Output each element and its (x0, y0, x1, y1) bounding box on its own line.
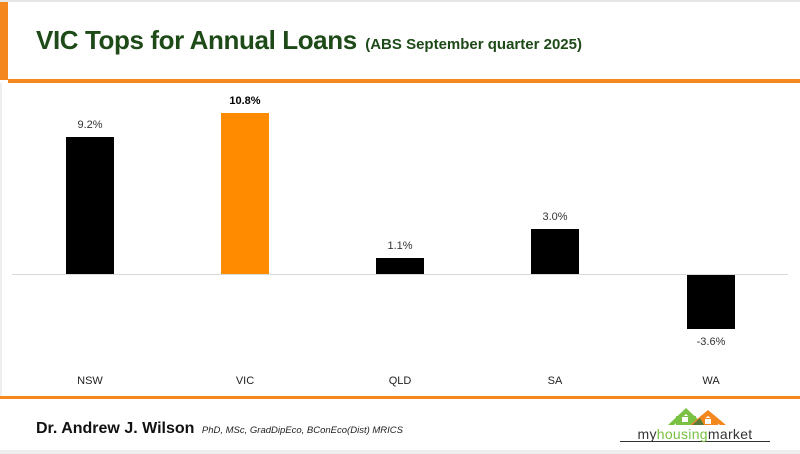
category-label-qld: QLD (388, 375, 412, 387)
category-label-wa: WA (702, 375, 720, 387)
top-border (0, 0, 800, 2)
myhousingmarket-logo: myhousingmarket (620, 402, 770, 446)
logo-text-market: market (707, 426, 753, 442)
value-label-wa: -3.6% (696, 335, 726, 348)
bottom-border (0, 450, 800, 454)
page-title: VIC Tops for Annual Loans (ABS September… (36, 25, 582, 56)
house-roof-icon (668, 408, 726, 425)
zero-axis-line (12, 274, 788, 275)
logo-text-my: my (637, 426, 657, 442)
left-border (0, 83, 2, 396)
logo-wordmark: myhousingmarket (620, 427, 770, 442)
value-label-qld: 1.1% (387, 239, 413, 252)
title-accent-bar (0, 2, 8, 80)
category-label-sa: SA (547, 375, 563, 387)
category-label-vic: VIC (235, 375, 255, 387)
bar-vic (221, 113, 269, 274)
bar-chart: 9.2% NSW 10.8% VIC 1.1% QLD 3.0% SA -3.6% WA (0, 83, 800, 396)
bar-qld (376, 257, 424, 274)
footer-divider (0, 396, 800, 399)
chart-title: VIC Tops for Annual Loans (36, 25, 357, 55)
author-credentials: PhD, MSc, GradDipEco, BConEco(Dist) MRIC… (201, 425, 403, 436)
bar-wa (687, 275, 735, 329)
author-name: Dr. Andrew J. Wilson (36, 420, 195, 437)
logo-text-housing: housing (656, 426, 708, 442)
value-label-nsw: 9.2% (77, 118, 103, 131)
author-block: Dr. Andrew J. Wilson PhD, MSc, GradDipEc… (36, 420, 403, 438)
category-label-nsw: NSW (77, 375, 103, 387)
title-divider (8, 79, 800, 83)
value-label-vic: 10.8% (229, 95, 261, 108)
bar-nsw (66, 136, 114, 274)
chart-subtitle: (ABS September quarter 2025) (365, 36, 582, 53)
bar-sa (531, 229, 579, 274)
value-label-sa: 3.0% (542, 211, 568, 224)
